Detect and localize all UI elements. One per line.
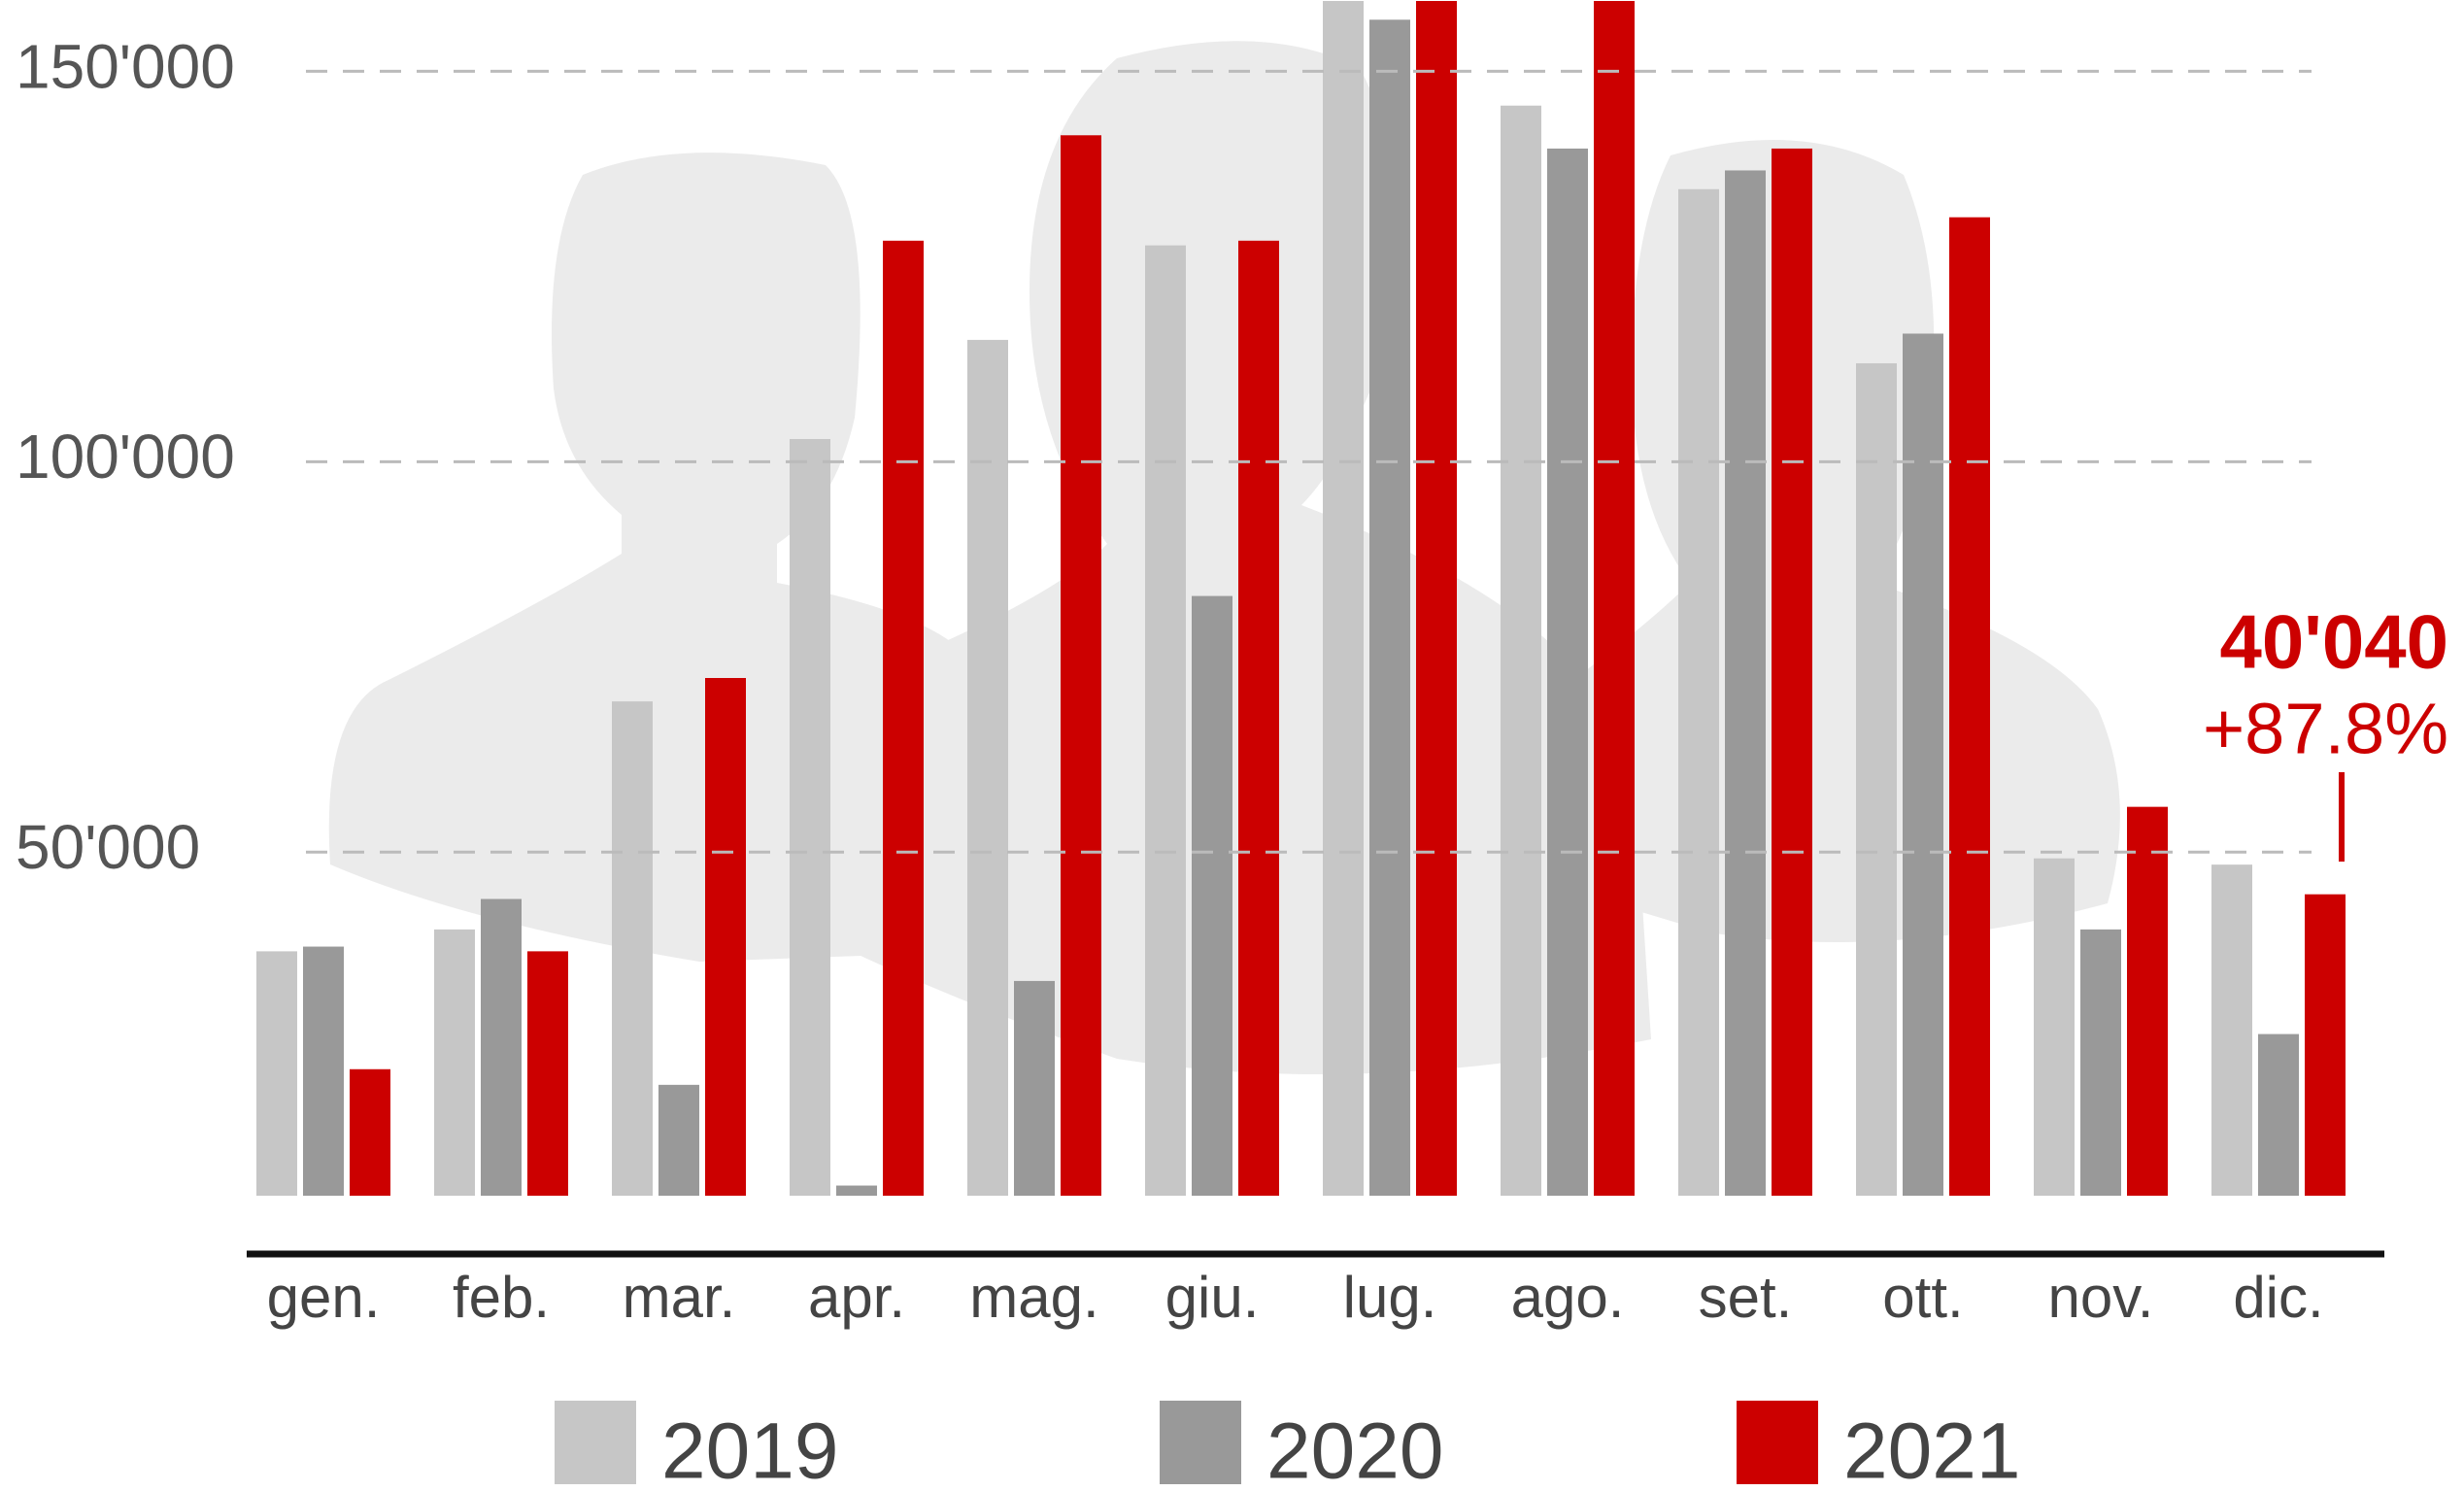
bar xyxy=(705,678,746,1196)
bar xyxy=(1547,149,1588,1196)
legend-swatch xyxy=(555,1401,636,1484)
bar xyxy=(1416,0,1457,1196)
bar xyxy=(1192,596,1232,1196)
bar xyxy=(2127,807,2168,1196)
bar xyxy=(1772,149,1812,1196)
chart: 40'040 +87.8% 50'000 100'000 150'000 gen. fe… xyxy=(0,0,2464,1491)
bar xyxy=(612,701,653,1196)
bar xyxy=(1238,241,1279,1196)
bar xyxy=(2305,895,2346,1196)
bar xyxy=(2258,1034,2299,1196)
bar xyxy=(1949,218,1990,1196)
bar xyxy=(1678,189,1719,1196)
legend-swatch xyxy=(1160,1401,1241,1484)
page: 40'040 +87.8% 50'000 100'000 150'000 gen. fe… xyxy=(0,0,2464,1491)
bar xyxy=(1061,135,1101,1196)
bar xyxy=(481,899,522,1196)
y-tick-label: 100'000 xyxy=(16,422,235,491)
x-tick-label: ott. xyxy=(1882,1265,1963,1330)
bar xyxy=(883,241,924,1196)
bar xyxy=(527,951,568,1196)
bar xyxy=(1369,19,1410,1196)
bar xyxy=(967,340,1008,1196)
bar xyxy=(658,1085,699,1196)
x-tick-label: apr. xyxy=(808,1265,905,1330)
bar xyxy=(2080,930,2121,1196)
legend-swatch xyxy=(1737,1401,1818,1484)
bar xyxy=(303,947,344,1196)
bar xyxy=(434,930,475,1196)
bar xyxy=(1145,246,1186,1196)
legend-label: 2021 xyxy=(1843,1407,2020,1491)
bar xyxy=(350,1069,390,1196)
bar xyxy=(2034,859,2075,1196)
annotation-change: +87.8% xyxy=(2203,689,2448,769)
bar xyxy=(836,1186,877,1196)
y-tick-label: 50'000 xyxy=(16,812,200,882)
bar xyxy=(2211,864,2252,1196)
legend-label: 2019 xyxy=(661,1407,838,1491)
annotation-value: 40'040 xyxy=(2220,599,2448,685)
bar xyxy=(1501,106,1541,1196)
bar xyxy=(1856,363,1897,1196)
x-tick-label: nov. xyxy=(2048,1265,2154,1330)
bar xyxy=(256,951,297,1196)
x-tick-label: ago. xyxy=(1511,1265,1625,1330)
x-tick-label: lug. xyxy=(1343,1265,1437,1330)
y-tick-label: 150'000 xyxy=(16,31,235,101)
x-tick-label: giu. xyxy=(1165,1265,1260,1330)
x-tick-label: mar. xyxy=(623,1265,736,1330)
legend-label: 2020 xyxy=(1266,1407,1443,1491)
x-tick-label: feb. xyxy=(453,1265,550,1330)
bar xyxy=(1594,0,1635,1196)
x-tick-label: set. xyxy=(1699,1265,1793,1330)
bar xyxy=(1323,0,1364,1196)
x-tick-label: dic. xyxy=(2233,1265,2323,1330)
bar xyxy=(1014,981,1055,1196)
bar xyxy=(1725,170,1766,1196)
x-tick-label: gen. xyxy=(267,1265,381,1330)
bar xyxy=(790,439,830,1196)
x-tick-label: mag. xyxy=(969,1265,1098,1330)
